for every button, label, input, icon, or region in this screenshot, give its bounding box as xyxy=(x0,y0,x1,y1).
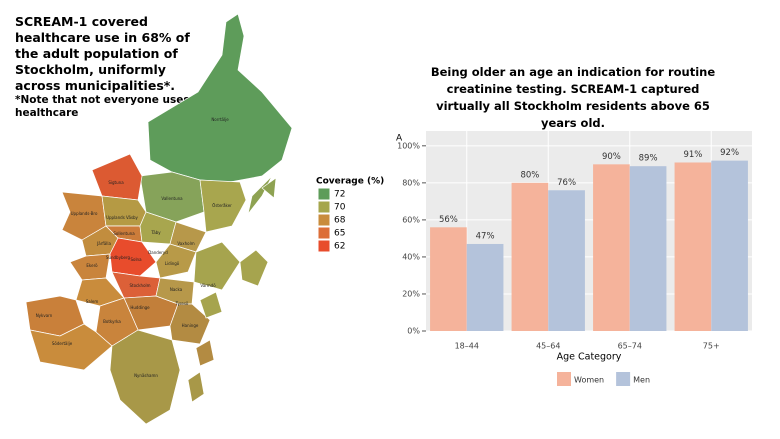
x-tick-label: 65–74 xyxy=(618,342,642,351)
value-label: 80% xyxy=(520,170,539,180)
region xyxy=(199,179,247,233)
legend-label: 65 xyxy=(334,229,345,239)
map-legend-title: Coverage (%) xyxy=(316,177,384,187)
value-label: 90% xyxy=(602,152,621,162)
value-label: 91% xyxy=(683,150,702,160)
legend-swatch xyxy=(317,213,331,227)
bar xyxy=(511,182,549,331)
legend-swatch xyxy=(317,187,331,201)
y-tick-label: 80% xyxy=(402,178,420,187)
legend-swatch xyxy=(317,226,331,240)
municipality-label: Tyresö xyxy=(175,301,189,306)
municipality-label: Huddinge xyxy=(130,305,150,310)
value-label: 47% xyxy=(476,231,495,241)
legend-swatch xyxy=(317,239,331,253)
bar xyxy=(711,160,748,331)
x-tick-label: 75+ xyxy=(703,342,720,351)
municipality-label: Stockholm xyxy=(129,283,150,288)
chart-title: Being older an age an indication for rou… xyxy=(430,65,716,130)
municipality-label: Danderyd xyxy=(148,250,168,255)
legend-swatch xyxy=(317,200,331,214)
municipality-label: Upplands Väsby xyxy=(106,215,138,220)
region xyxy=(247,175,273,215)
region xyxy=(169,303,211,345)
y-tick-label: 100% xyxy=(397,141,420,150)
y-tick-label: 0% xyxy=(407,327,420,336)
municipality-label: Österåker xyxy=(212,203,232,208)
region xyxy=(69,253,111,281)
municipality-label: Nykvarn xyxy=(36,313,53,318)
legend-label: 70 xyxy=(334,203,346,213)
region xyxy=(239,249,269,287)
left-heading: SCREAM-1 covered healthcare use in 68% o… xyxy=(15,14,190,93)
municipality-label: Täby xyxy=(150,230,161,235)
x-axis-title: Age Category xyxy=(557,352,622,363)
y-tick-label: 60% xyxy=(402,215,420,224)
region xyxy=(109,329,181,425)
bar xyxy=(466,243,504,331)
region xyxy=(147,13,293,183)
panel-label: A xyxy=(396,134,403,144)
legend-label: 72 xyxy=(334,190,345,200)
map xyxy=(25,13,293,425)
value-label: 76% xyxy=(557,178,576,188)
x-tick-label: 45–64 xyxy=(536,342,560,351)
region xyxy=(199,291,223,319)
region xyxy=(193,241,241,291)
value-label: 92% xyxy=(720,148,739,158)
bar xyxy=(548,190,585,331)
bar xyxy=(430,227,467,331)
legend-label: 62 xyxy=(334,242,345,252)
municipality-label: Värmdö xyxy=(200,283,216,288)
region xyxy=(29,323,113,371)
legend-label: Women xyxy=(574,376,604,385)
municipality-label: Nacka xyxy=(170,287,183,292)
y-tick-label: 40% xyxy=(402,252,420,261)
municipality-label: Lidingö xyxy=(165,261,180,266)
legend-swatch xyxy=(557,372,571,386)
region xyxy=(101,195,147,227)
municipality-label: Haninge xyxy=(182,323,199,328)
municipality-label: Sigtuna xyxy=(108,180,124,185)
bar xyxy=(674,162,712,331)
region xyxy=(91,153,143,201)
municipality-label: Botkyrka xyxy=(103,319,121,324)
municipality-label: Järfälla xyxy=(96,241,111,246)
region xyxy=(261,177,277,199)
map-legend: 72 70 68 65 62 xyxy=(317,187,346,253)
x-tick-label: 18–44 xyxy=(455,342,479,351)
municipality-label: Solna xyxy=(130,257,142,262)
legend-label: 68 xyxy=(334,216,346,226)
municipality-label: Upplands-Bro xyxy=(71,211,98,216)
map-labels: Norrtälje Sigtuna Vallentuna Upplands-Br… xyxy=(36,117,232,378)
region xyxy=(195,339,215,367)
left-note: *Note that not everyone uses healthcare xyxy=(15,94,190,119)
bar xyxy=(593,164,630,331)
municipality-label: Södertälje xyxy=(52,341,73,346)
legend-swatch xyxy=(616,372,631,386)
municipality-label: Vaxholm xyxy=(177,241,194,246)
bar xyxy=(629,166,667,331)
municipality-label: Vallentuna xyxy=(161,196,183,201)
municipality-label: Sundbyberg xyxy=(106,255,131,260)
municipality-label: Ekerö xyxy=(86,263,98,268)
region xyxy=(155,243,197,279)
y-tick-label: 20% xyxy=(402,289,420,298)
value-label: 89% xyxy=(639,154,658,164)
municipality-label: Sollentuna xyxy=(113,231,135,236)
value-label: 56% xyxy=(439,215,458,225)
municipality-label: Salem xyxy=(86,299,99,304)
legend-label: Men xyxy=(633,376,650,385)
region xyxy=(187,371,205,403)
bar-chart: A 0% 20% 40% 60% 80% 100% 18–44 56% 47% 45–64 80% 76… xyxy=(396,131,752,386)
municipality-label: Nynäshamn xyxy=(134,373,158,378)
municipality-label: Norrtälje xyxy=(211,117,229,122)
